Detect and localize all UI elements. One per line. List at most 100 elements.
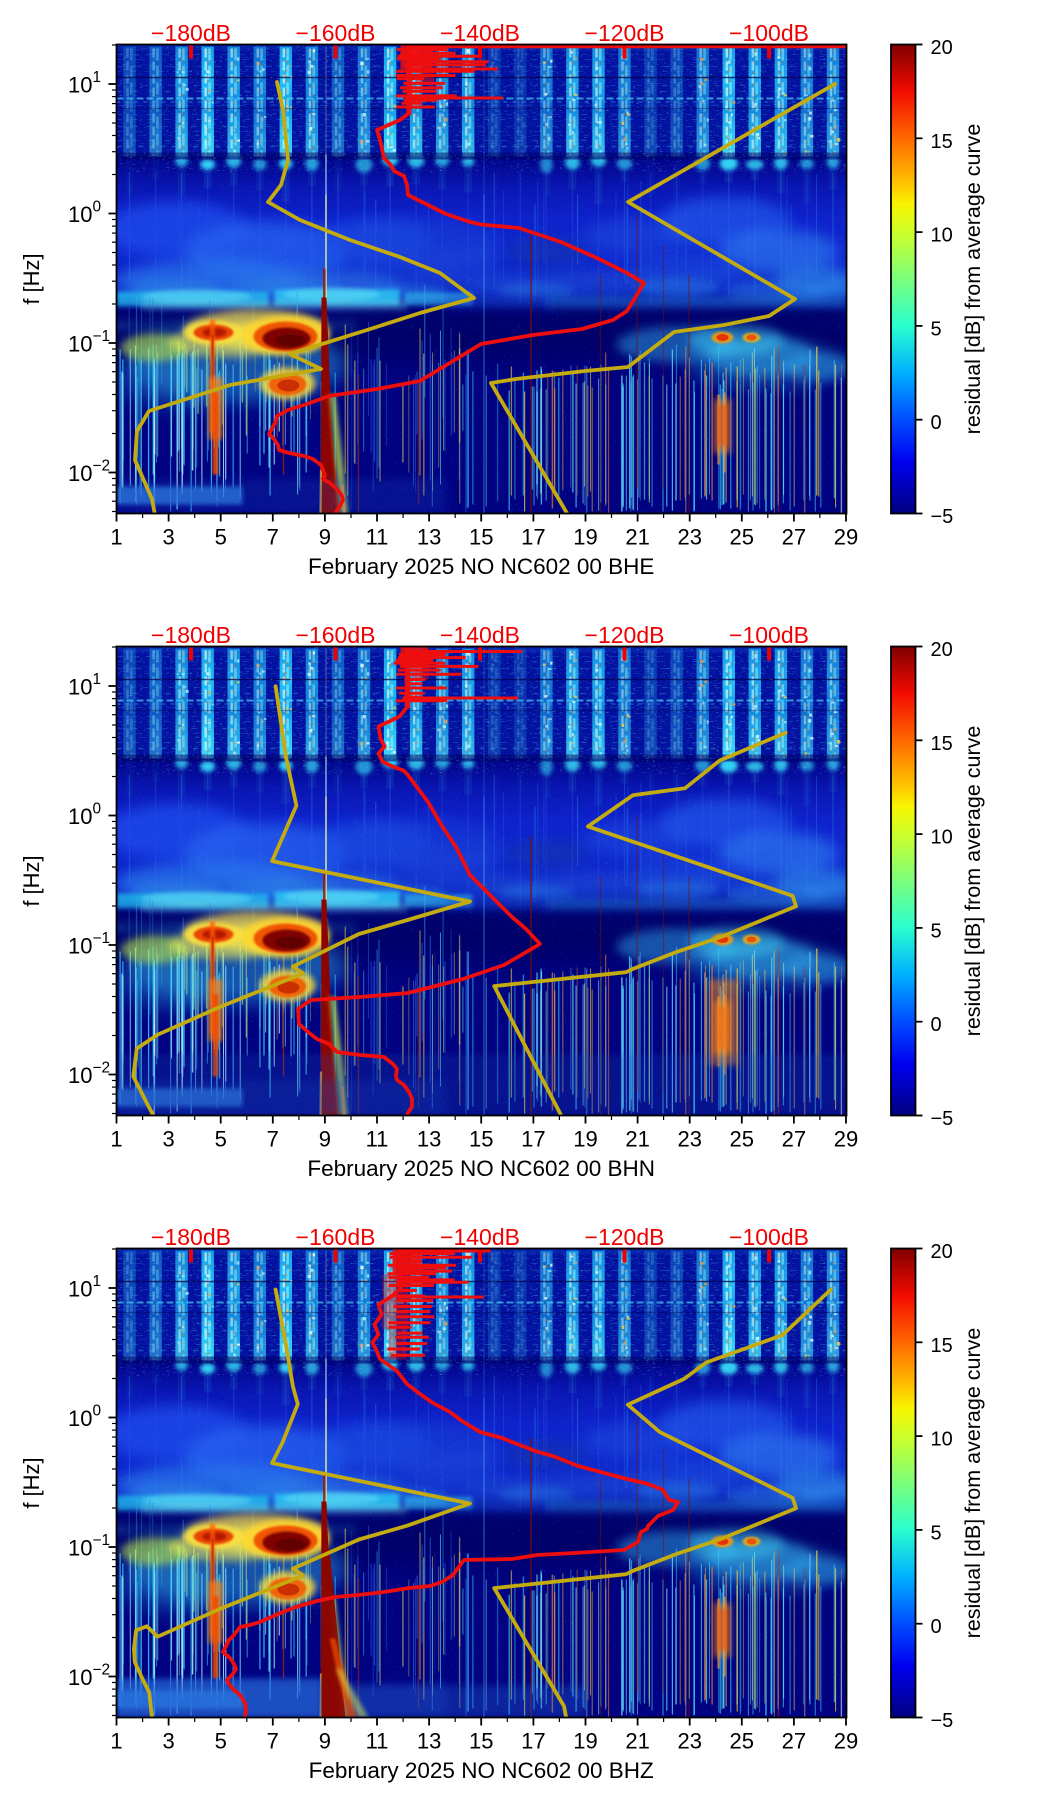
svg-text:−100dB: −100dB <box>729 20 809 46</box>
svg-text:−2: −2 <box>93 1662 111 1679</box>
svg-text:29: 29 <box>834 525 858 550</box>
svg-text:10: 10 <box>68 1536 92 1561</box>
svg-text:−160dB: −160dB <box>296 1224 376 1250</box>
svg-text:10: 10 <box>68 332 92 357</box>
svg-text:23: 23 <box>677 1127 701 1152</box>
svg-text:February 2025 NO NC602 00 BHN: February 2025 NO NC602 00 BHN <box>307 1156 655 1181</box>
svg-text:5: 5 <box>215 1127 227 1152</box>
svg-text:10: 10 <box>68 1063 92 1088</box>
svg-text:17: 17 <box>521 1127 545 1152</box>
svg-text:20: 20 <box>931 1241 953 1263</box>
svg-text:residual [dB] from average cur: residual [dB] from average curve <box>961 1328 985 1639</box>
svg-text:3: 3 <box>162 1127 174 1152</box>
svg-text:9: 9 <box>319 525 331 550</box>
svg-text:−140dB: −140dB <box>440 1224 520 1250</box>
svg-text:27: 27 <box>782 1127 806 1152</box>
svg-text:11: 11 <box>366 1127 389 1152</box>
svg-text:residual [dB] from average cur: residual [dB] from average curve <box>961 124 985 435</box>
svg-text:1: 1 <box>110 525 122 550</box>
svg-text:−5: −5 <box>931 1710 954 1732</box>
svg-text:−120dB: −120dB <box>585 20 665 46</box>
svg-text:−180dB: −180dB <box>151 622 231 648</box>
svg-text:−2: −2 <box>93 458 111 475</box>
svg-text:21: 21 <box>625 525 649 550</box>
svg-text:27: 27 <box>782 1729 806 1754</box>
svg-text:7: 7 <box>267 1127 279 1152</box>
svg-text:1: 1 <box>93 69 102 86</box>
svg-text:1: 1 <box>93 671 102 688</box>
svg-text:−160dB: −160dB <box>296 622 376 648</box>
svg-text:13: 13 <box>417 1127 441 1152</box>
svg-text:15: 15 <box>469 1127 493 1152</box>
svg-text:−100dB: −100dB <box>729 622 809 648</box>
svg-text:3: 3 <box>162 1729 174 1754</box>
svg-text:−120dB: −120dB <box>585 622 665 648</box>
svg-text:0: 0 <box>93 801 102 818</box>
svg-text:9: 9 <box>319 1127 331 1152</box>
svg-text:29: 29 <box>834 1127 858 1152</box>
svg-text:10: 10 <box>68 934 92 959</box>
svg-text:10: 10 <box>68 675 92 700</box>
svg-text:19: 19 <box>573 525 597 550</box>
svg-text:23: 23 <box>677 1729 701 1754</box>
svg-text:29: 29 <box>834 1729 858 1754</box>
svg-text:10: 10 <box>931 225 953 247</box>
svg-text:25: 25 <box>730 1729 754 1754</box>
svg-text:−180dB: −180dB <box>151 20 231 46</box>
svg-text:−100dB: −100dB <box>729 1224 809 1250</box>
svg-text:23: 23 <box>677 525 701 550</box>
svg-text:5: 5 <box>931 1522 942 1544</box>
svg-text:19: 19 <box>573 1127 597 1152</box>
svg-text:17: 17 <box>521 525 545 550</box>
svg-text:3: 3 <box>162 525 174 550</box>
svg-text:10: 10 <box>68 461 92 486</box>
svg-text:residual [dB] from average cur: residual [dB] from average curve <box>961 726 985 1037</box>
svg-text:10: 10 <box>68 1406 92 1431</box>
svg-text:21: 21 <box>625 1127 649 1152</box>
svg-text:11: 11 <box>366 525 389 550</box>
svg-text:7: 7 <box>267 525 279 550</box>
svg-text:0: 0 <box>93 1403 102 1420</box>
svg-text:10: 10 <box>68 1665 92 1690</box>
svg-text:f [Hz]: f [Hz] <box>19 855 44 906</box>
svg-text:15: 15 <box>931 131 953 153</box>
svg-text:0: 0 <box>931 1014 942 1036</box>
svg-text:1: 1 <box>110 1127 122 1152</box>
svg-text:17: 17 <box>521 1729 545 1754</box>
svg-text:−1: −1 <box>93 328 111 345</box>
svg-text:−5: −5 <box>931 506 954 528</box>
svg-text:25: 25 <box>730 1127 754 1152</box>
svg-text:7: 7 <box>267 1729 279 1754</box>
svg-text:20: 20 <box>931 639 953 661</box>
svg-text:−140dB: −140dB <box>440 20 520 46</box>
svg-text:0: 0 <box>93 199 102 216</box>
svg-text:−5: −5 <box>931 1108 954 1130</box>
svg-text:February 2025 NO NC602 00 BHZ: February 2025 NO NC602 00 BHZ <box>309 1758 654 1783</box>
svg-text:−160dB: −160dB <box>296 20 376 46</box>
svg-text:5: 5 <box>215 1729 227 1754</box>
svg-text:27: 27 <box>782 525 806 550</box>
svg-text:15: 15 <box>469 525 493 550</box>
svg-text:19: 19 <box>573 1729 597 1754</box>
svg-text:15: 15 <box>469 1729 493 1754</box>
svg-text:−1: −1 <box>93 930 111 947</box>
svg-text:0: 0 <box>931 1616 942 1638</box>
svg-text:10: 10 <box>68 202 92 227</box>
svg-text:10: 10 <box>68 1277 92 1302</box>
svg-text:−2: −2 <box>93 1060 111 1077</box>
svg-text:−180dB: −180dB <box>151 1224 231 1250</box>
svg-text:13: 13 <box>417 525 441 550</box>
svg-text:13: 13 <box>417 1729 441 1754</box>
svg-text:0: 0 <box>931 412 942 434</box>
svg-text:f [Hz]: f [Hz] <box>19 253 44 304</box>
svg-text:10: 10 <box>931 827 953 849</box>
svg-text:15: 15 <box>931 1335 953 1357</box>
svg-text:5: 5 <box>931 920 942 942</box>
svg-text:February 2025 NO NC602 00 BHE: February 2025 NO NC602 00 BHE <box>308 554 654 579</box>
svg-text:10: 10 <box>931 1429 953 1451</box>
svg-text:−140dB: −140dB <box>440 622 520 648</box>
svg-text:−120dB: −120dB <box>585 1224 665 1250</box>
svg-text:15: 15 <box>931 733 953 755</box>
svg-text:10: 10 <box>68 804 92 829</box>
svg-text:20: 20 <box>931 37 953 59</box>
